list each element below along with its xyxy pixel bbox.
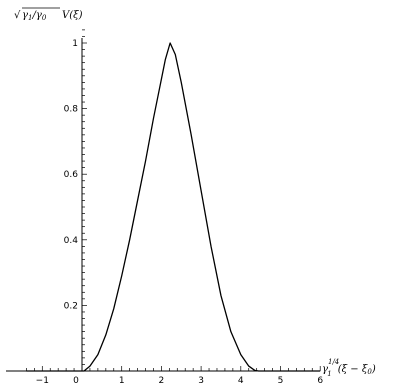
series-line bbox=[26, 42, 321, 372]
y-tick-label: 1 bbox=[72, 39, 78, 49]
y-axis-label: √ γ1/γ0 V(ξ) bbox=[14, 7, 83, 22]
y-tick-label: 0.4 bbox=[64, 236, 79, 246]
x-tick-label: 3 bbox=[198, 376, 204, 386]
y-tick-label: 0.2 bbox=[64, 301, 78, 311]
plot-area bbox=[26, 42, 321, 372]
x-tick-label: 2 bbox=[159, 376, 165, 386]
x-tick-label: −1 bbox=[36, 376, 49, 386]
x-axis-label: γ1/4 1 (ξ − ξ0) bbox=[322, 358, 376, 378]
x-tick-label: 5 bbox=[278, 376, 284, 386]
x-axis-label-text: γ1/4 1 (ξ − ξ0) bbox=[322, 358, 376, 378]
x-tick-label: 4 bbox=[238, 376, 244, 386]
x-tick-label: 1 bbox=[119, 376, 125, 386]
y-tick-label: 0.8 bbox=[64, 105, 79, 115]
x-tick-label: 6 bbox=[317, 376, 323, 386]
y-tick-label: 0.6 bbox=[64, 170, 79, 180]
axes bbox=[6, 38, 318, 372]
y-axis-label-function: V(ξ) bbox=[62, 10, 83, 21]
x-tick-label: 0 bbox=[73, 376, 79, 386]
y-axis-label-root: √ bbox=[14, 10, 21, 21]
ticks: −1 0 1 2 3 4 5 6 0.2 0.4 0.6 0.8 1 bbox=[26, 29, 323, 386]
y-axis-label-fraction: γ1/γ0 bbox=[22, 10, 47, 22]
